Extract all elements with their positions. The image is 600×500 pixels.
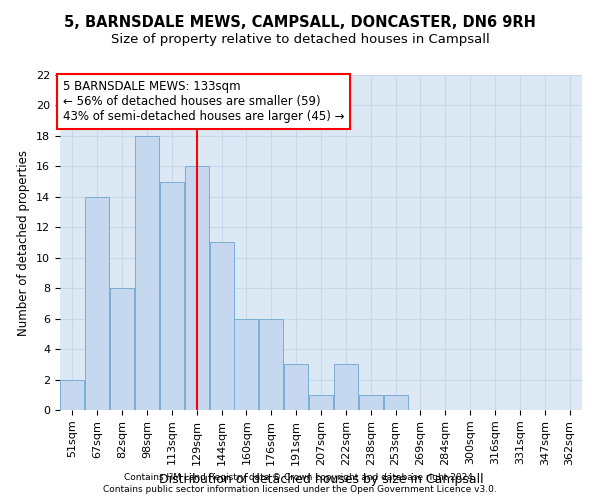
Bar [309,395,333,410]
Text: Size of property relative to detached houses in Campsall: Size of property relative to detached ho… [110,32,490,46]
Bar [334,364,358,410]
Bar [359,395,383,410]
Bar [259,318,283,410]
Y-axis label: Number of detached properties: Number of detached properties [17,150,31,336]
Bar [284,364,308,410]
Bar [209,242,233,410]
Text: Contains public sector information licensed under the Open Government Licence v3: Contains public sector information licen… [103,484,497,494]
Text: 5 BARNSDALE MEWS: 133sqm
← 56% of detached houses are smaller (59)
43% of semi-d: 5 BARNSDALE MEWS: 133sqm ← 56% of detach… [62,80,344,123]
Bar [135,136,159,410]
Bar [61,380,85,410]
Bar [185,166,209,410]
Bar [85,197,109,410]
Bar [110,288,134,410]
Text: 5, BARNSDALE MEWS, CAMPSALL, DONCASTER, DN6 9RH: 5, BARNSDALE MEWS, CAMPSALL, DONCASTER, … [64,15,536,30]
Text: Contains HM Land Registry data © Crown copyright and database right 2024.: Contains HM Land Registry data © Crown c… [124,473,476,482]
Bar [160,182,184,410]
X-axis label: Distribution of detached houses by size in Campsall: Distribution of detached houses by size … [158,473,484,486]
Bar [383,395,407,410]
Bar [235,318,259,410]
